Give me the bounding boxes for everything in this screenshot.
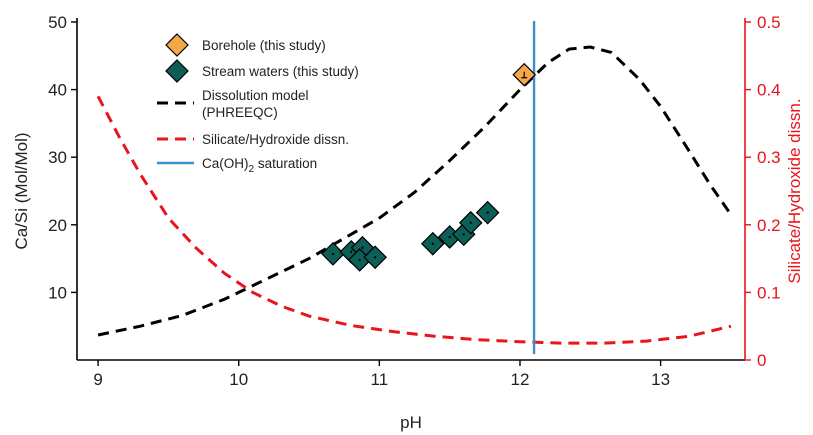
y-tick-label-3: 40 [48,81,67,100]
legend-item-stream-waters: Stream waters (this study) [165,59,359,83]
y-tick-label-1: 20 [48,216,67,235]
stream-water-point-center-9 [486,211,489,214]
x-tick-label-3: 12 [511,370,530,389]
y2-tick-label-1: 0.1 [757,283,781,302]
y-axis-title: Ca/Si (Mol/Mol) [12,132,31,249]
stream-water-point-center-1 [350,250,353,253]
legend-saturation-label-sub: 2 [249,164,255,175]
y-tick-label-0: 10 [48,283,67,302]
legend-stream-label: Stream waters (this study) [202,64,359,79]
legend-silicate-label: Silicate/Hydroxide dissn. [202,132,349,147]
legend-item-dissolution-model: Dissolution model (PHREEQC) [157,88,309,120]
axes [76,18,746,361]
axis-ticks: 9 10 11 12 13 10 20 30 40 50 0 0.1 0.2 0.3 0.4 0.5 [48,13,781,389]
legend-saturation-label-a: Ca(OH) [202,156,249,171]
stream-water-point-center-8 [469,221,472,224]
x-tick-label-4: 13 [651,370,670,389]
stream-water-point-center-7 [462,233,465,236]
stream-water-point-center-3 [358,258,361,262]
stream-water-point-center-2 [361,246,364,249]
legend-item-saturation: Ca(OH)2 saturation [157,156,317,175]
stream-water-point-center-4 [374,256,377,259]
stream-water-point-center-0 [331,252,335,255]
x-tick-label-2: 11 [371,370,389,389]
y2-tick-label-2: 0.2 [757,216,781,235]
legend-dissolution-label-line2: (PHREEQC) [202,105,278,120]
y2-tick-label-5: 0.5 [757,13,781,32]
legend-dissolution-label: Dissolution model [202,88,309,103]
y2-tick-label-4: 0.4 [757,81,781,100]
y-tick-label-2: 30 [48,148,67,167]
y2-tick-label-0: 0 [757,351,766,370]
x-tick-label-0: 9 [93,370,102,389]
plot-lines [96,21,733,354]
stream-water-point-center-6 [448,235,451,239]
silicate-dissolution-line [96,95,732,345]
legend-saturation-label-b: saturation [254,156,317,171]
legend-stream-marker [165,59,189,83]
legend-borehole-label: Borehole (this study) [202,38,326,53]
x-tick-label-1: 10 [229,370,248,389]
legend-saturation-label: Ca(OH)2 saturation [202,156,317,175]
legend: Borehole (this study) Stream waters (thi… [157,33,359,175]
legend-item-borehole: Borehole (this study) [165,33,326,57]
dissolution-model-line [97,45,733,337]
legend-item-silicate: Silicate/Hydroxide dissn. [157,132,349,147]
y2-tick-label-3: 0.3 [757,148,781,167]
y2-axis-title: Silicate/Hydroxide dissn. [785,98,804,283]
plot-markers [321,62,537,272]
x-axis-title: pH [400,413,422,432]
y-tick-label-4: 50 [48,13,67,32]
stream-water-point-center-5 [431,242,434,245]
legend-borehole-marker [165,33,189,57]
